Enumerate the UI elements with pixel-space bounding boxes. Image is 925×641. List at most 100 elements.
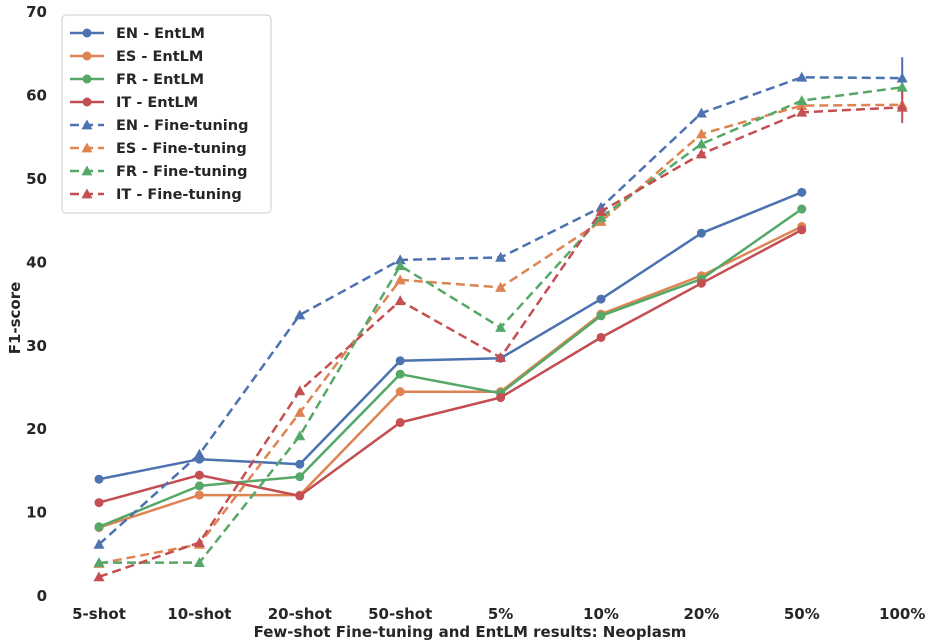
data-point <box>295 472 305 482</box>
data-point <box>695 128 707 139</box>
series-it-fine-tuning <box>93 91 908 582</box>
legend-item: IT - EntLM <box>70 95 198 111</box>
legend-marker <box>82 74 92 84</box>
data-point <box>796 71 808 82</box>
data-point <box>295 459 305 469</box>
data-point <box>194 481 204 491</box>
legend-marker <box>82 28 92 38</box>
data-point <box>496 393 506 403</box>
data-point <box>94 498 104 508</box>
x-tick-label: 10% <box>583 605 619 623</box>
data-point <box>93 571 105 582</box>
data-point <box>294 385 306 396</box>
data-point <box>295 491 305 501</box>
data-point <box>193 537 205 548</box>
data-point <box>394 274 406 285</box>
data-point <box>595 211 607 222</box>
data-point <box>294 430 306 441</box>
series-en-entlm <box>94 187 807 484</box>
x-tick-label: 10-shot <box>167 605 231 623</box>
data-point <box>294 407 306 417</box>
series-line <box>98 228 803 504</box>
series-lines <box>93 57 908 582</box>
data-point <box>395 387 405 397</box>
data-point <box>495 321 507 332</box>
series-line <box>98 191 803 481</box>
x-tick-label: 100% <box>879 605 925 623</box>
data-point <box>695 138 707 149</box>
y-tick-label: 40 <box>26 253 47 271</box>
series-fr-fine-tuning <box>93 81 908 568</box>
x-axis-label: Few-shot Fine-tuning and EntLM results: … <box>254 623 687 641</box>
x-tick-label: 50-shot <box>368 605 432 623</box>
data-point <box>896 81 908 92</box>
data-point <box>695 107 707 118</box>
y-axis-ticks: 0 10 20 30 40 50 60 70 <box>26 3 47 605</box>
data-point <box>395 356 405 366</box>
x-axis-ticks: 5-shot 10-shot 20-shot 50-shot 5% 10% 20% 50% 10… <box>72 605 925 623</box>
x-tick-label: 5-shot <box>72 605 126 623</box>
legend-label: ES - Fine-tuning <box>116 141 247 157</box>
data-point <box>495 281 507 292</box>
data-point <box>394 295 406 306</box>
data-point <box>94 522 104 532</box>
data-point <box>797 225 807 235</box>
data-point <box>93 538 105 549</box>
legend-label: ES - EntLM <box>116 49 203 65</box>
legend-item: EN - Fine-tuning <box>70 118 248 134</box>
legend-item: IT - Fine-tuning <box>70 187 242 203</box>
data-point <box>596 332 606 342</box>
data-point <box>896 72 908 83</box>
data-point <box>495 251 507 262</box>
legend-label: IT - Fine-tuning <box>116 187 242 203</box>
data-point <box>495 351 507 362</box>
legend-marker <box>81 119 93 130</box>
x-tick-label: 20% <box>683 605 719 623</box>
legend-label: FR - Fine-tuning <box>116 164 247 180</box>
data-point <box>596 311 606 321</box>
legend-item: EN - EntLM <box>70 26 205 42</box>
x-tick-label: 5% <box>488 605 513 623</box>
legend-item: ES - EntLM <box>70 49 203 65</box>
data-point <box>193 557 205 568</box>
legend-item: FR - Fine-tuning <box>70 164 247 180</box>
series-line <box>98 225 803 529</box>
legend: EN - EntLM ES - EntLM FR - EntLM IT - EntLM… <box>61 14 272 214</box>
data-point <box>796 95 808 106</box>
x-tick-label: 20-shot <box>268 605 332 623</box>
y-tick-label: 70 <box>26 3 47 21</box>
x-tick-label: 50% <box>784 605 820 623</box>
data-point <box>696 228 706 238</box>
data-point <box>394 260 406 271</box>
data-point <box>394 254 406 265</box>
legend-marker <box>81 142 93 153</box>
series-it-entlm <box>94 225 807 508</box>
y-axis-label: F1-score <box>6 282 24 355</box>
y-tick-label: 0 <box>37 587 47 605</box>
legend-item: FR - EntLM <box>70 72 204 88</box>
y-tick-label: 20 <box>26 420 47 438</box>
data-point <box>695 148 707 159</box>
y-tick-label: 10 <box>26 504 47 522</box>
y-tick-label: 30 <box>26 337 47 355</box>
data-point <box>595 206 607 216</box>
legend-marker <box>81 165 93 176</box>
y-tick-label: 50 <box>26 170 47 188</box>
data-point <box>194 470 204 480</box>
series-fr-entlm <box>94 204 807 532</box>
data-point <box>193 448 205 459</box>
legend-marker <box>82 51 92 61</box>
y-tick-label: 60 <box>26 87 47 105</box>
data-point <box>94 474 104 484</box>
data-point <box>797 187 807 197</box>
legend-label: EN - Fine-tuning <box>116 118 248 134</box>
data-point <box>796 106 808 117</box>
data-point <box>796 100 808 111</box>
legend-label: IT - EntLM <box>116 95 198 111</box>
legend-item: ES - Fine-tuning <box>70 141 247 157</box>
legend-frame <box>61 14 272 214</box>
legend-marker <box>81 188 93 199</box>
legend-label: FR - EntLM <box>116 72 204 88</box>
data-point <box>194 490 204 500</box>
data-point <box>696 278 706 288</box>
